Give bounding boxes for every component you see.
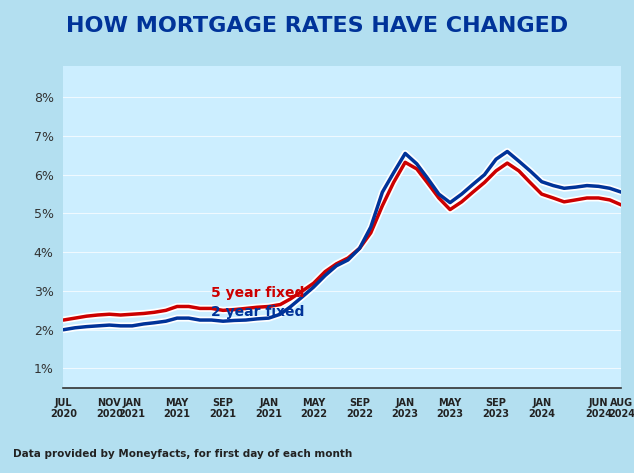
Text: 2 year fixed: 2 year fixed — [212, 305, 305, 319]
Text: 5 year fixed: 5 year fixed — [212, 286, 305, 300]
Text: HOW MORTGAGE RATES HAVE CHANGED: HOW MORTGAGE RATES HAVE CHANGED — [66, 16, 568, 36]
Text: Data provided by Moneyfacts, for first day of each month: Data provided by Moneyfacts, for first d… — [13, 449, 352, 459]
